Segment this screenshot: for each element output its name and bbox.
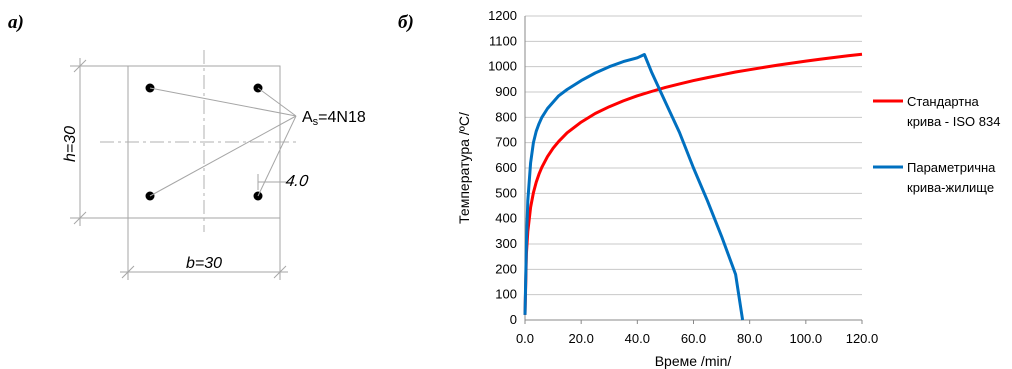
y-tick-label: 200 — [495, 261, 517, 276]
grid-lines — [525, 15, 862, 296]
y-tick-label: 1200 — [488, 8, 517, 23]
height-dimension-line — [70, 58, 128, 226]
x-tick-label: 20.0 — [569, 331, 594, 346]
legend-label-2: крива-жилище — [907, 180, 994, 195]
height-label: h=30 — [62, 126, 79, 162]
y-tick-label: 500 — [495, 185, 517, 200]
x-axis-label: Време /min/ — [655, 353, 732, 369]
x-tick-label: 40.0 — [625, 331, 650, 346]
rebar-label: As=4N18 — [302, 109, 366, 128]
cover-dimension — [257, 174, 286, 190]
cross-section-drawing: As=4N18 4.0 h=30 b=30 — [62, 50, 366, 280]
legend-label-1: Стандартна — [907, 94, 979, 109]
y-tick-label: 700 — [495, 135, 517, 150]
y-tick-label: 400 — [495, 211, 517, 226]
panel-b-label: б) — [398, 12, 414, 33]
temperature-chart: 0 100 200 300 400 500 600 700 800 900 1000 1100 1200… — [456, 8, 1000, 369]
x-tick-label: 80.0 — [737, 331, 762, 346]
y-tick-label: 100 — [495, 287, 517, 302]
y-tick-labels: 0 100 200 300 400 500 600 700 800 900 1000 1100 1200 — [488, 8, 517, 327]
cover-label: 4.0 — [285, 172, 310, 190]
series-line-1 — [523, 52, 863, 315]
y-tick-label: 800 — [495, 109, 517, 124]
panel-a-label: а) — [8, 12, 24, 33]
y-tick-label: 600 — [495, 160, 517, 175]
y-axis-label: Температура /ºC/ — [456, 112, 472, 224]
series-line-2 — [523, 53, 745, 321]
x-tick-label: 60.0 — [681, 331, 706, 346]
y-tick-label: 0 — [510, 312, 517, 327]
x-tick-labels: 0.0 20.0 40.0 60.0 80.0 100.0 120.0 — [516, 331, 878, 346]
y-tick-label: 1100 — [489, 33, 517, 48]
series-lines — [523, 52, 863, 321]
x-tick-label: 0.0 — [516, 331, 534, 346]
width-label: b=30 — [186, 255, 222, 272]
legend-label-1: крива - ISO 834 — [907, 114, 1000, 129]
width-dimension-line — [120, 218, 288, 280]
rebar-leader-lines — [149, 87, 297, 197]
y-tick-label: 300 — [495, 236, 517, 251]
x-tick-label: 100.0 — [790, 331, 823, 346]
y-tick-label: 900 — [495, 84, 517, 99]
chart-legend: Стандартна крива - ISO 834 Параметрична кри… — [873, 94, 1000, 195]
legend-label-2: Параметрична — [907, 160, 996, 175]
x-tick-label: 120.0 — [846, 331, 879, 346]
y-tick-label: 1000 — [488, 59, 517, 74]
